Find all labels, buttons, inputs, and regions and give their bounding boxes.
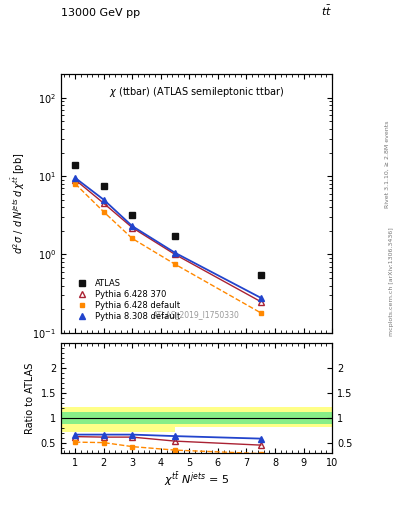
Pythia 6.428 370 [101, 200, 106, 206]
Pythia 6.428 default [258, 310, 263, 316]
ATLAS [130, 212, 135, 218]
ATLAS [73, 162, 77, 168]
Pythia 8.308 default [173, 250, 178, 256]
X-axis label: $\chi^{t\bar{t}}$ $N^{jets}$ = 5: $\chi^{t\bar{t}}$ $N^{jets}$ = 5 [164, 471, 229, 488]
Pythia 6.428 default [130, 236, 135, 242]
Y-axis label: $d^2\sigma$ / $d\,N^{jets}\,d\,\chi^{t\bar{t}}$ [pb]: $d^2\sigma$ / $d\,N^{jets}\,d\,\chi^{t\b… [9, 153, 27, 254]
ATLAS [258, 272, 263, 278]
Line: Pythia 6.428 default: Pythia 6.428 default [73, 181, 263, 315]
Line: Pythia 8.308 default: Pythia 8.308 default [72, 175, 264, 301]
Pythia 6.428 370 [73, 177, 77, 183]
Pythia 6.428 default [73, 181, 77, 187]
Pythia 8.308 default [101, 197, 106, 203]
Pythia 6.428 370 [130, 225, 135, 231]
Text: mcplots.cern.ch [arXiv:1306.3436]: mcplots.cern.ch [arXiv:1306.3436] [389, 227, 393, 336]
Text: 13000 GeV pp: 13000 GeV pp [61, 8, 140, 18]
Y-axis label: Ratio to ATLAS: Ratio to ATLAS [25, 362, 35, 434]
Pythia 6.428 370 [258, 298, 263, 305]
Text: ATLAS_2019_I1750330: ATLAS_2019_I1750330 [153, 310, 240, 319]
Pythia 8.308 default [130, 223, 135, 229]
Line: Pythia 6.428 370: Pythia 6.428 370 [72, 177, 264, 305]
Text: $\chi$ (ttbar) (ATLAS semileptonic ttbar): $\chi$ (ttbar) (ATLAS semileptonic ttbar… [108, 84, 285, 99]
Text: $t\bar{t}$: $t\bar{t}$ [321, 4, 332, 18]
ATLAS [173, 233, 178, 240]
Pythia 8.308 default [73, 175, 77, 181]
Legend: ATLAS, Pythia 6.428 370, Pythia 6.428 default, Pythia 8.308 default: ATLAS, Pythia 6.428 370, Pythia 6.428 de… [70, 276, 182, 324]
Text: Rivet 3.1.10, ≥ 2.8M events: Rivet 3.1.10, ≥ 2.8M events [385, 120, 389, 207]
ATLAS [101, 183, 106, 189]
Pythia 6.428 default [173, 261, 178, 267]
Pythia 6.428 default [101, 209, 106, 215]
Pythia 8.308 default [258, 295, 263, 301]
Line: ATLAS: ATLAS [72, 162, 264, 278]
Pythia 6.428 370 [173, 251, 178, 258]
